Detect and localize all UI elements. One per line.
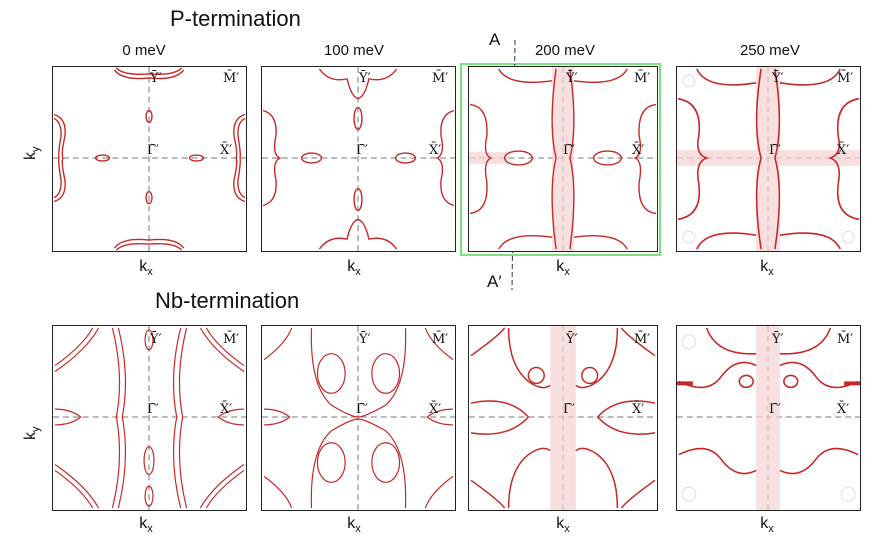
ky-sub-2: y <box>30 426 43 433</box>
point-m: M̄′ <box>223 71 240 86</box>
point-m: M̄′ <box>634 332 651 347</box>
kx-label-r2-1: kx <box>139 515 153 536</box>
contour-plot <box>53 67 246 251</box>
kx-label-r2-2: kx <box>347 515 361 536</box>
contour-plot <box>677 326 860 510</box>
contour-plot <box>469 326 657 510</box>
kx-label-r1-3: kx <box>556 258 570 279</box>
point-m: M̄′ <box>432 332 449 347</box>
point-gamma: Γ̄′ <box>147 402 159 417</box>
point-x: X̄′ <box>632 143 645 158</box>
cut-label-a: A <box>489 30 501 49</box>
point-gamma: Γ̄′ <box>563 402 575 417</box>
point-gamma: Γ̄′ <box>563 143 575 158</box>
point-y: Ȳ′ <box>772 332 784 347</box>
point-gamma: Γ̄′ <box>147 143 159 158</box>
ky-k: k <box>22 152 39 160</box>
point-m: M̄′ <box>634 71 651 86</box>
point-m: M̄′ <box>223 332 240 347</box>
point-x: X̄′ <box>632 402 645 417</box>
ky-label-top: ky <box>22 147 42 161</box>
point-gamma: Γ̄′ <box>356 143 368 158</box>
highlight-box <box>460 63 661 256</box>
point-x: X̄′ <box>429 402 442 417</box>
ky-sub: y <box>30 146 43 153</box>
kx-label-r2-3: kx <box>556 515 570 536</box>
contour-plot <box>262 67 455 251</box>
point-y: Ȳ′ <box>359 71 371 86</box>
point-gamma: Γ̄′ <box>769 402 781 417</box>
contour-plot <box>53 326 246 510</box>
energy-label-0: 0 meV <box>122 42 166 59</box>
point-x: X̄′ <box>220 402 233 417</box>
point-y: Ȳ′ <box>359 332 371 347</box>
panel-p-0mev: Ȳ′ M̄′ Γ̄′ X̄′ <box>52 66 247 252</box>
point-y: Ȳ′ <box>566 332 578 347</box>
point-x: X̄′ <box>429 143 442 158</box>
point-m: M̄′ <box>837 71 854 86</box>
energy-label-100: 100 meV <box>323 42 385 59</box>
panel-p-250mev: Ȳ′ M̄′ Γ̄′ X̄′ <box>676 66 861 252</box>
panel-p-200mev: Ȳ′ M̄′ Γ̄′ X̄′ <box>468 66 658 252</box>
kx-label-r1-2: kx <box>347 258 361 279</box>
kx-label-r1-4: kx <box>760 258 774 279</box>
point-gamma: Γ̄′ <box>356 402 368 417</box>
kx-label-r2-4: kx <box>760 515 774 536</box>
panel-nb-0mev: Ȳ′ M̄′ Γ̄′ X̄′ <box>52 325 247 511</box>
panel-nb-100mev: Ȳ′ M̄′ Γ̄′ X̄′ <box>261 325 456 511</box>
contour-plot <box>677 67 860 251</box>
point-y: Ȳ′ <box>150 332 162 347</box>
point-y: Ȳ′ <box>150 71 162 86</box>
energy-label-250: 250 meV <box>739 42 801 59</box>
ky-label-bottom: ky <box>22 427 42 441</box>
kx-label-r1-1: kx <box>139 258 153 279</box>
point-x: X̄′ <box>837 143 850 158</box>
point-y: Ȳ′ <box>772 71 784 86</box>
point-x: X̄′ <box>837 402 850 417</box>
point-m: M̄′ <box>432 71 449 86</box>
panel-p-100mev: Ȳ′ M̄′ Γ̄′ X̄′ <box>261 66 456 252</box>
row-title-p: P-termination <box>170 6 301 31</box>
point-gamma: Γ̄′ <box>769 143 781 158</box>
energy-label-200: 200 meV <box>534 42 596 59</box>
panel-nb-200mev: Ȳ′ M̄′ Γ̄′ X̄′ <box>468 325 658 511</box>
ky-k-2: k <box>22 432 39 440</box>
contour-plot <box>469 67 657 251</box>
row-title-nb: Nb-termination <box>155 288 300 313</box>
point-x: X̄′ <box>220 143 233 158</box>
contour-plot <box>262 326 455 510</box>
cut-label-a-prime: A′ <box>487 272 502 291</box>
point-y: Ȳ′ <box>566 71 578 86</box>
panel-nb-250mev: Ȳ′ M̄′ Γ̄′ X̄′ <box>676 325 861 511</box>
point-m: M̄′ <box>837 332 854 347</box>
